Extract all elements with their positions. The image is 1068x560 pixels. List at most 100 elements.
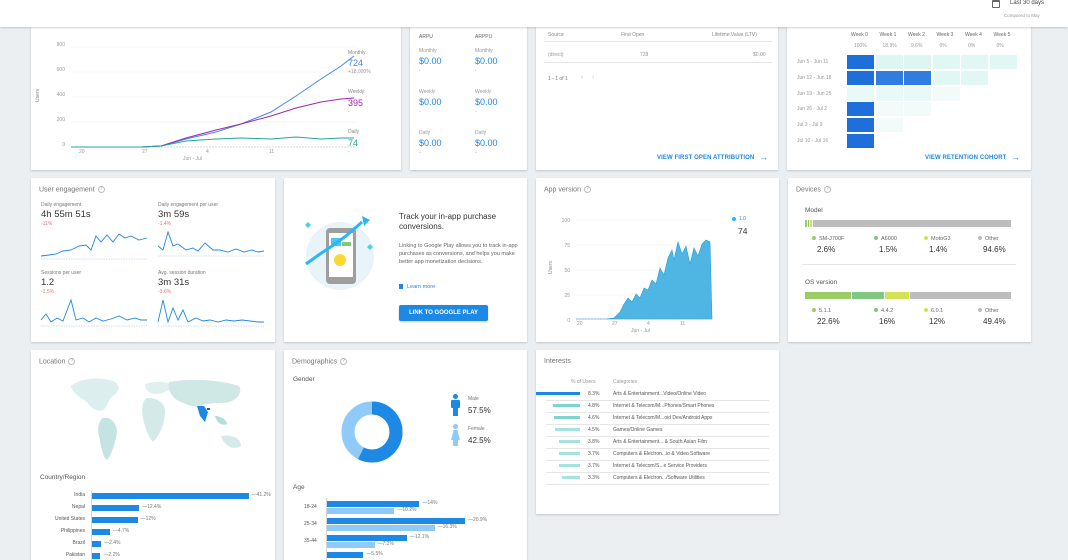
learn-more-link[interactable]: Learn more — [399, 284, 435, 290]
country-value: —12.4% — [142, 504, 162, 510]
x-tick: 11 — [680, 321, 686, 327]
col-source: Source — [548, 32, 564, 38]
metric-label: Sessions per user — [41, 270, 82, 276]
interest-value: 4.6% — [588, 415, 600, 421]
help-icon[interactable]: ? — [823, 186, 831, 193]
devices-card: Devices? Model SM-J700F 2.6% A6000 1.5% Moto… — [788, 178, 1031, 342]
y-tick: 0 — [62, 142, 65, 148]
view-retention-cohort-link[interactable]: VIEW RETENTION COHORT — [925, 155, 1007, 161]
legend-item: 1.0 — [732, 216, 746, 222]
card-title: User engagement? — [39, 186, 105, 193]
arppu-period-label: Daily — [475, 130, 487, 136]
retention-cell — [961, 70, 989, 86]
arrow-right-icon[interactable]: → — [759, 152, 768, 162]
legend-value: 1.4% — [929, 245, 948, 254]
divider — [546, 484, 769, 485]
col-ltv: Lifetime Value (LTV) — [712, 32, 757, 38]
country-value: —4.7% — [112, 528, 130, 534]
card-title: Devices? — [796, 186, 831, 193]
interest-value: 4.8% — [588, 403, 600, 409]
os-bar — [805, 292, 1012, 299]
iap-title: Track your in-app purchase conversions. — [399, 212, 497, 231]
legend-name: Other — [985, 308, 999, 314]
legend-swatch — [732, 216, 736, 221]
retention-cell — [904, 86, 932, 102]
sparkline — [157, 299, 264, 327]
age-value: —12.1% — [409, 534, 430, 540]
daily-line — [71, 136, 354, 148]
arpu-change: - — [419, 150, 421, 156]
interest-bar — [554, 416, 580, 419]
sparkline — [40, 233, 148, 260]
retention-cell — [875, 70, 904, 86]
arppu-change: - — [475, 150, 477, 156]
interest-category: Arts & Entertainment...Video/Online Vide… — [613, 391, 706, 397]
arpu-period-label: Daily — [419, 130, 431, 136]
age-bar-series2 — [327, 508, 395, 514]
distribution-segment — [884, 292, 910, 299]
legend-name: 6.0.1 — [931, 308, 944, 314]
link-to-google-play-button[interactable]: LINK TO GOOGLE PLAY — [399, 305, 488, 321]
age-label: 25-34 — [304, 521, 317, 527]
male-slice — [341, 401, 403, 463]
interest-value: 8.3% — [588, 391, 600, 397]
x-tick: 27 — [612, 321, 618, 327]
divider — [546, 460, 769, 461]
arpu-value: $0.00 — [419, 56, 442, 66]
y-tick: 800 — [56, 42, 65, 48]
country-name: Nepal — [71, 504, 85, 510]
legend-value: 74 — [738, 226, 748, 236]
model-label: Model — [805, 207, 823, 214]
male-label: Male — [468, 396, 479, 402]
legend-swatch — [874, 308, 878, 313]
date-range-picker[interactable]: Last 30 days Compared to May — [992, 0, 1068, 22]
male-value: 57.5% — [468, 406, 491, 415]
country-bar — [92, 505, 140, 511]
country-value: —2.4% — [104, 540, 121, 546]
interest-bar — [558, 440, 580, 443]
age-value: —5.5% — [366, 551, 383, 557]
help-icon[interactable]: ? — [68, 358, 76, 365]
metric-label: Daily engagement per user — [158, 202, 219, 208]
help-icon[interactable]: ? — [340, 358, 348, 365]
legend-name: SM-J700F — [819, 236, 845, 242]
age-bar-series1 — [327, 552, 364, 558]
age-value: —7.2% — [377, 541, 394, 547]
x-axis-caption: Jun - Jul — [183, 156, 202, 162]
arrow-right-icon[interactable]: → — [1011, 152, 1020, 162]
pagination: 1 - 1 of 1 — [548, 76, 568, 82]
interest-value: 4.5% — [588, 427, 600, 433]
cohort-row-label: Jul 3 - Jul 9 — [797, 122, 823, 129]
week-header: Week 3 — [936, 32, 954, 38]
retention-cell — [847, 70, 875, 86]
legend-swatch — [924, 308, 928, 313]
card-title: Interests — [544, 358, 571, 365]
col-percent: % of Users — [571, 379, 596, 385]
metric-label: Daily engagement — [41, 202, 82, 208]
cohort-row-label: Jun 26 - Jul 2 — [797, 106, 828, 113]
legend-swatch — [812, 236, 816, 241]
card-title: App version? — [544, 186, 591, 193]
interests-card: Interests % of Users Categories 8.3% Arts… — [536, 350, 779, 514]
interest-bar — [559, 452, 580, 455]
legend-swatch — [978, 308, 982, 313]
arpu-change: - — [419, 68, 421, 74]
divider — [544, 62, 772, 63]
legend-swatch — [978, 236, 982, 241]
next-page-icon[interactable]: › — [592, 74, 595, 81]
row-first-open: 728 — [640, 52, 649, 58]
view-first-open-attribution-link[interactable]: VIEW FIRST OPEN ATTRIBUTION — [657, 155, 755, 161]
help-icon[interactable]: ? — [583, 186, 591, 193]
weekly-label: Weekly — [348, 89, 365, 95]
age-label: 35-44 — [304, 538, 317, 544]
age-value: —14% — [422, 500, 438, 506]
monthly-line — [71, 55, 355, 148]
interest-category: Internet & Telecom/S...e Service Provide… — [613, 463, 707, 469]
iap-body: Linking to Google Play allows you to tra… — [399, 243, 518, 265]
prev-page-icon[interactable]: ‹ — [581, 74, 584, 81]
interest-category: Internet & Telecom/M...oid Dev/Android A… — [613, 415, 713, 421]
week-percent: 18.9% — [882, 43, 897, 49]
help-icon[interactable]: ? — [97, 186, 105, 193]
monthly-change: +18,000% — [348, 69, 371, 75]
interest-value: 3.8% — [588, 439, 600, 445]
